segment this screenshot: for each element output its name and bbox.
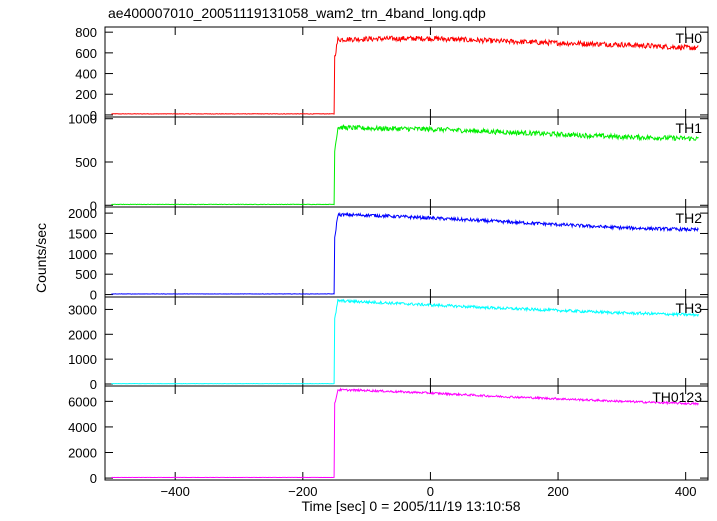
x-axis: −400 −200 0 200 400 xyxy=(161,484,697,499)
y-tick-label: 4000 xyxy=(68,420,97,435)
y-tick-label: 2000 xyxy=(68,327,97,342)
y-tick-label: 0 xyxy=(90,288,97,303)
series-line-th0 xyxy=(111,35,699,115)
series-line-th2 xyxy=(111,211,699,295)
y-tick-label: 6000 xyxy=(68,394,97,409)
y-tick-label: 0 xyxy=(90,377,97,392)
y-tick-label: 200 xyxy=(75,87,97,102)
panel-th0123: 0 2000 4000 6000 TH0123 xyxy=(68,385,709,486)
y-tick-label: 1500 xyxy=(68,226,97,241)
y-tick-label: 0 xyxy=(90,108,97,123)
x-tick-label: 0 xyxy=(427,484,434,499)
y-tick-label: 0 xyxy=(90,471,97,486)
y-tick-label: 1000 xyxy=(68,112,97,127)
y-tick-label: 0 xyxy=(90,198,97,213)
series-line-th1 xyxy=(111,124,699,206)
series-line-th3 xyxy=(111,298,699,385)
panel-label: TH3 xyxy=(676,300,703,316)
x-tick-label: 400 xyxy=(675,484,697,499)
panel-th0: 0 200 400 600 800 TH0 xyxy=(75,25,709,123)
panel-frame xyxy=(104,206,709,298)
x-tick-label: −200 xyxy=(288,484,317,499)
chart-title: ae400007010_20051119131058_wam2_trn_4ban… xyxy=(108,5,486,21)
panel-label: TH0123 xyxy=(652,389,702,405)
panel-frame xyxy=(104,116,709,208)
y-axis-label: Counts/sec xyxy=(33,223,49,293)
panel-frame xyxy=(104,385,709,481)
y-tick-label: 500 xyxy=(75,267,97,282)
panel-th2: 0 500 1000 1500 2000 TH2 xyxy=(68,206,709,303)
panel-label: TH1 xyxy=(676,120,703,136)
panel-th3: 0 1000 2000 3000 TH3 xyxy=(68,296,709,392)
panel-th1: 0 500 1000 TH1 xyxy=(68,112,709,213)
panel-label: TH0 xyxy=(676,30,703,46)
x-tick-label: −400 xyxy=(161,484,190,499)
panel-label: TH2 xyxy=(676,210,703,226)
y-tick-label: 600 xyxy=(75,46,97,61)
y-tick-label: 800 xyxy=(75,25,97,40)
x-axis-label: Time [sec] 0 = 2005/11/19 13:10:58 xyxy=(301,498,520,514)
y-tick-label: 1000 xyxy=(68,352,97,367)
y-tick-label: 2000 xyxy=(68,206,97,221)
y-tick-label: 400 xyxy=(75,67,97,82)
panel-frame xyxy=(104,296,709,387)
series-line-th0123 xyxy=(111,387,699,479)
y-tick-label: 2000 xyxy=(68,446,97,461)
y-tick-label: 1000 xyxy=(68,247,97,262)
y-tick-label: 3000 xyxy=(68,302,97,317)
y-tick-label: 500 xyxy=(75,155,97,170)
x-tick-label: 200 xyxy=(547,484,569,499)
panels-group: 0 200 400 600 800 TH0 0 500 1000 TH1 0 500 1000 1500 2… xyxy=(68,25,709,486)
